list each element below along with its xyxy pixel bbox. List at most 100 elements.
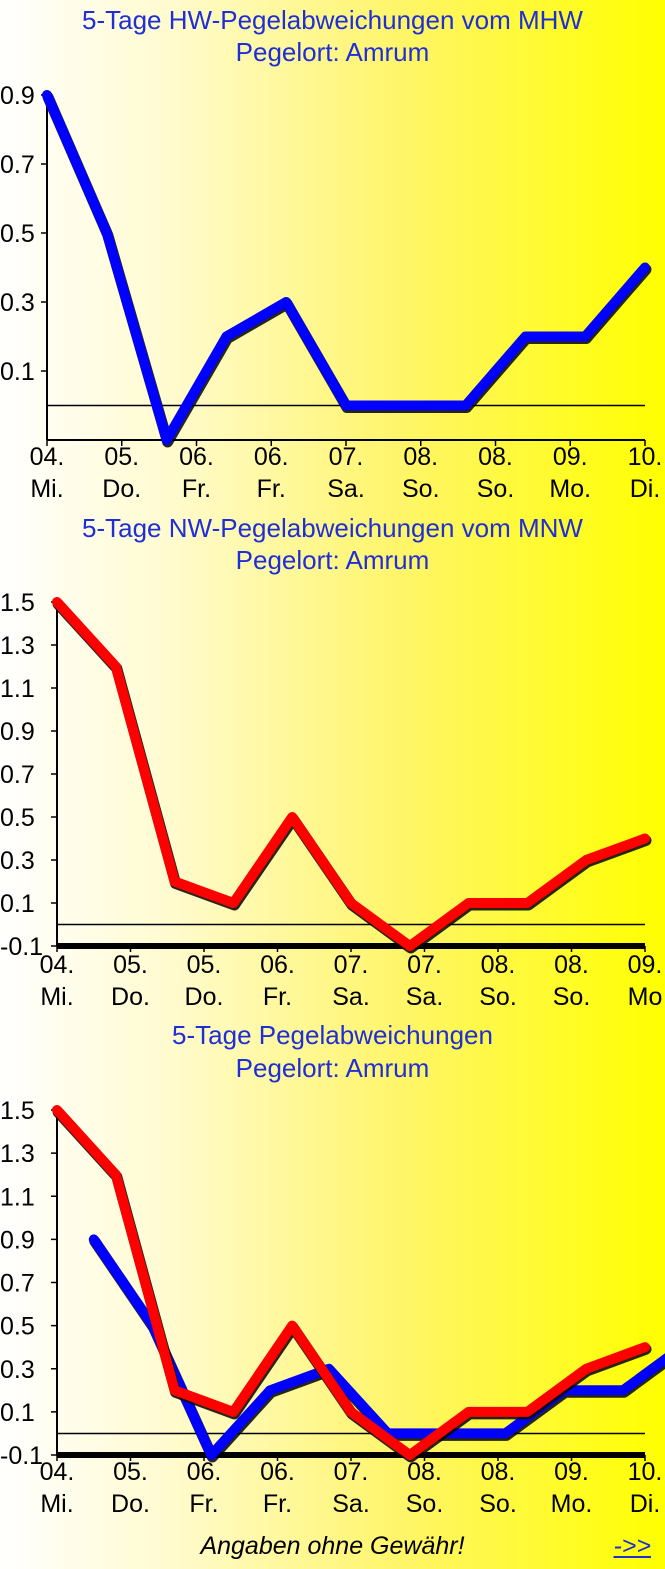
nw-nw-data-point <box>56 601 58 603</box>
x-tick-weekday-label: Do. <box>111 1490 150 1518</box>
x-tick-weekday-label: So. <box>479 1490 517 1518</box>
x-tick-day-label: 07. <box>334 951 369 979</box>
y-tick-label: 0.5 <box>0 1313 35 1341</box>
x-tick-day-label: 06. <box>254 443 289 471</box>
disclaimer-text: Angaben ohne Gewähr! <box>200 1532 465 1560</box>
y-tick-label: 0.7 <box>0 1270 35 1298</box>
combined-chart-subtitle: Pegelort: Amrum <box>235 1053 430 1083</box>
nw-nw-data-point <box>526 902 529 904</box>
x-tick-day-label: 10. <box>628 443 663 471</box>
x-tick-weekday-label: Mi. <box>30 475 63 503</box>
x-tick-weekday-label: So. <box>479 983 517 1011</box>
x-tick-weekday-label: Mi. <box>40 1490 73 1518</box>
combined-nw-data-point <box>173 1389 176 1392</box>
combined-chart-plot: 1.5 1.3 1.1 0.9 0.7 0.5 0.3 0.1 -0.104. Mi. 05. Do.… <box>0 1097 665 1518</box>
hw-hw-data-point <box>165 439 168 441</box>
x-tick-day-label: 04. <box>40 951 75 979</box>
hw-chart-plot: 0.9 0.7 0.5 0.3 0.1 04. Mi. 05. Do. 06. Fr. 06. Fr. 0… <box>0 82 663 503</box>
y-tick-label: 1.5 <box>0 1097 35 1125</box>
x-tick-day-label: 09. <box>628 951 663 979</box>
y-tick-label: 0.3 <box>0 847 35 875</box>
combined-nw-data-point <box>56 1109 58 1111</box>
x-tick-weekday-label: So. <box>553 983 591 1011</box>
x-tick-day-label: 06. <box>187 1458 222 1486</box>
x-tick-weekday-label: Di. <box>630 475 661 503</box>
x-tick-day-label: 08. <box>554 951 589 979</box>
y-tick-label: 0.9 <box>0 1226 35 1254</box>
y-tick-label: 0.1 <box>0 1399 35 1427</box>
x-tick-day-label: 05. <box>113 1458 148 1486</box>
combined-nw-data-point <box>467 1410 470 1413</box>
y-tick-label: 1.1 <box>0 675 35 703</box>
hw-chart-subtitle: Pegelort: Amrum <box>235 37 430 67</box>
y-tick-label: 1.3 <box>0 632 35 660</box>
combined-hw-data-point <box>504 1432 507 1435</box>
y-tick-label: 1.5 <box>0 589 35 617</box>
combined-nw-data-point <box>114 1173 117 1176</box>
hw-hw-data-point <box>524 335 527 338</box>
nw-nw-data-point <box>644 837 646 840</box>
combined-hw-data-point <box>269 1389 272 1392</box>
x-tick-day-label: 08. <box>407 1458 442 1486</box>
next-page-link[interactable]: ->> <box>613 1532 651 1560</box>
y-tick-label: 0.5 <box>0 804 35 832</box>
hw-hw-data-point <box>225 335 228 338</box>
x-tick-weekday-label: Fr. <box>189 1490 218 1518</box>
x-tick-day-label: 09. <box>553 443 588 471</box>
x-tick-day-label: 08. <box>403 443 438 471</box>
y-tick-label: 0.9 <box>0 82 35 110</box>
combined-hw-data-point <box>210 1454 213 1456</box>
x-tick-day-label: 07. <box>334 1458 369 1486</box>
hw-chart-title: 5-Tage HW-Pegelabweichungen vom MHW <box>82 5 583 35</box>
x-tick-day-label: 06. <box>179 443 214 471</box>
hw-hw-data-point <box>644 266 646 269</box>
combined-nw-data-point <box>291 1324 294 1327</box>
combined-nw-data-point <box>526 1410 529 1413</box>
hw-hw-data-point <box>464 404 467 407</box>
x-tick-day-label: 08. <box>481 951 516 979</box>
y-tick-label: 0.3 <box>0 1356 35 1384</box>
x-tick-day-label: 08. <box>478 443 513 471</box>
x-tick-weekday-label: Do. <box>185 983 224 1011</box>
y-tick-label: 0.1 <box>0 358 35 386</box>
x-tick-day-label: 06. <box>260 951 295 979</box>
x-tick-weekday-label: So. <box>406 1490 444 1518</box>
nw-nw-data-point <box>585 859 588 861</box>
x-tick-day-label: 06. <box>260 1458 295 1486</box>
nw-nw-data-point <box>114 665 117 668</box>
combined-nw-data-point <box>232 1410 235 1413</box>
combined-chart-title: 5-Tage Pegelabweichungen <box>172 1020 493 1050</box>
y-tick-label: -0.1 <box>0 1442 43 1470</box>
nw-chart-subtitle: Pegelort: Amrum <box>235 545 430 575</box>
x-tick-day-label: 04. <box>40 1458 75 1486</box>
combined-hw-series-line <box>88 1234 665 1460</box>
y-tick-label: 0.7 <box>0 151 35 179</box>
combined-hw-data-point <box>327 1367 330 1370</box>
nw-nw-data-point <box>467 902 470 904</box>
hw-hw-data-point <box>46 94 48 96</box>
y-tick-label: 1.3 <box>0 1140 35 1168</box>
nw-chart-plot: 1.5 1.3 1.1 0.9 0.7 0.5 0.3 0.1 -0.104. Mi. 05. Do.… <box>0 589 663 1011</box>
hw-hw-data-point <box>584 335 587 338</box>
x-tick-day-label: 04. <box>30 443 65 471</box>
y-tick-label: 0.3 <box>0 289 35 317</box>
x-tick-weekday-label: Fr. <box>263 983 292 1011</box>
x-tick-weekday-label: Sa. <box>327 475 365 503</box>
x-tick-day-label: 07. <box>407 951 442 979</box>
x-tick-weekday-label: Sa. <box>332 983 370 1011</box>
x-tick-weekday-label: Sa. <box>332 1490 370 1518</box>
hw-hw-data-point <box>404 404 407 407</box>
combined-nw-data-point <box>350 1410 352 1413</box>
hw-hw-data-point <box>285 301 288 303</box>
combined-nw-data-point <box>644 1346 646 1349</box>
y-tick-label: 1.1 <box>0 1183 35 1211</box>
x-tick-weekday-label: Fr. <box>263 1490 292 1518</box>
y-tick-label: -0.1 <box>0 933 43 961</box>
x-tick-day-label: 05. <box>104 443 139 471</box>
x-tick-weekday-label: Di. <box>630 1490 661 1518</box>
x-tick-weekday-label: Mo. <box>551 1490 593 1518</box>
y-tick-label: 0.7 <box>0 761 35 789</box>
x-tick-weekday-label: Mi. <box>40 983 73 1011</box>
combined-nw-data-point <box>408 1454 411 1456</box>
x-tick-day-label: 05. <box>187 951 222 979</box>
